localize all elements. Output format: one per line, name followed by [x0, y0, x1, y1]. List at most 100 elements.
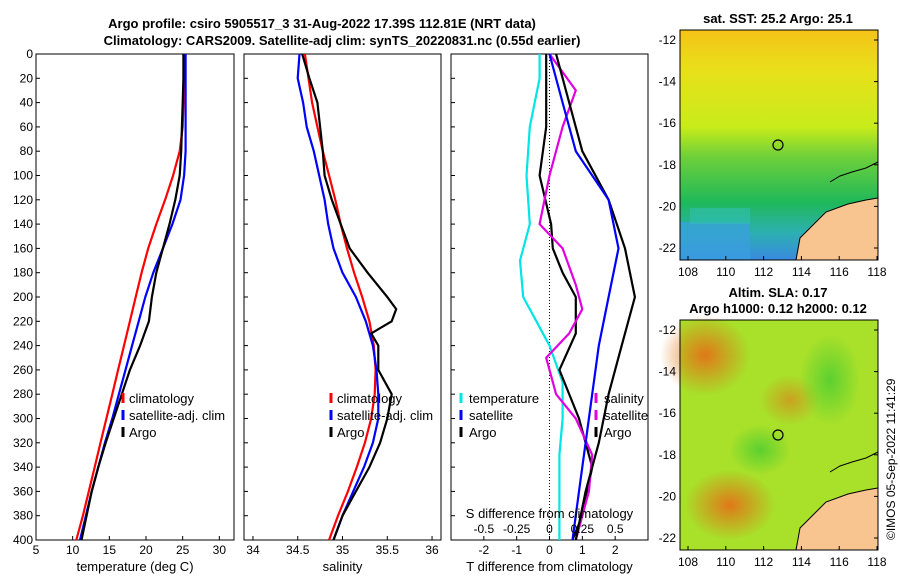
- panel-2-xtick-label: 1: [579, 543, 586, 557]
- map-lon-label: 112: [754, 555, 773, 569]
- sla-map-green-blob-1: [800, 335, 860, 425]
- series-climatology: [303, 53, 377, 541]
- series-salinity-argo: [555, 53, 637, 541]
- depth-tick-label: 320: [13, 436, 33, 450]
- secondary-xtick-label: 0: [546, 522, 553, 536]
- map-lat-label: -12: [659, 323, 677, 337]
- map-lon-label: 118: [867, 555, 886, 569]
- depth-tick-label: 240: [13, 339, 33, 353]
- depth-tick-label: 380: [13, 509, 33, 523]
- panel-2-xtick-label: -2: [478, 543, 489, 557]
- panel-1-xtick-label: 36: [425, 543, 439, 557]
- map-lon-label: 114: [792, 265, 811, 279]
- legend-label: satellite: [604, 408, 648, 423]
- panel-0-xtick-label: 15: [103, 543, 117, 557]
- depth-tick-label: 260: [13, 363, 33, 377]
- depth-tick-label: 120: [13, 193, 33, 207]
- legend-label: temperature: [469, 391, 539, 406]
- sst-map-coastline: [829, 161, 879, 183]
- legend-label: climatology: [129, 391, 195, 406]
- temperature-profile-panel: 5 10 15 20 25 3002040608010012014016018020022…: [13, 47, 235, 574]
- legend-label: Argo: [129, 425, 156, 440]
- map-lon-label: 110: [716, 265, 735, 279]
- panel-1-xtick-label: 35.5: [376, 543, 400, 557]
- panel-2-xtick-label: -1: [511, 543, 522, 557]
- legend-label: Argo: [469, 425, 496, 440]
- map-lat-label: -18: [659, 158, 677, 172]
- depth-tick-label: 400: [13, 533, 33, 547]
- series-argo: [80, 54, 185, 541]
- sst-map-panel: sat. SST: 25.2 Argo: 25.1 108 110 112 114 11…: [659, 11, 887, 279]
- sla-map-orange-blob-2: [685, 470, 775, 540]
- series-argo: [301, 53, 398, 541]
- sst-map-cyan-patch: [690, 208, 750, 224]
- secondary-xtick-label: 0.5: [607, 522, 624, 536]
- depth-tick-label: 160: [13, 241, 33, 255]
- depth-tick-label: 280: [13, 387, 33, 401]
- panel-0-xtick-label: 25: [176, 543, 190, 557]
- legend-label: climatology: [337, 391, 403, 406]
- header-line-2: Climatology: CARS2009. Satellite-adj cli…: [104, 33, 581, 48]
- map-lon-label: 116: [830, 555, 849, 569]
- sst-map-title: sat. SST: 25.2 Argo: 25.1: [703, 11, 853, 26]
- secondary-xtick-label: -0.5: [473, 522, 494, 536]
- depth-tick-label: 20: [20, 71, 34, 85]
- header-line-1: Argo profile: csiro 5905517_3 31-Aug-202…: [108, 16, 536, 31]
- panel-2-xtick-label: 0: [546, 543, 553, 557]
- sla-map-coastline: [829, 451, 879, 473]
- map-lat-label: -18: [659, 448, 677, 462]
- sla-map-frame: [679, 319, 879, 551]
- difference-profile-panel: -2 -1 0 1 2 T difference from climatology temp…: [450, 53, 649, 574]
- series-satellite-adj-clim: [296, 53, 380, 541]
- map-lon-label: 108: [678, 555, 698, 569]
- panel-1-xtick-label: 34: [246, 543, 260, 557]
- depth-tick-label: 0: [26, 47, 33, 61]
- map-lat-label: -12: [659, 33, 677, 47]
- series-salinity-satellite: [538, 53, 594, 541]
- depth-tick-label: 300: [13, 412, 33, 426]
- salinity-profile-panel: 34 34.5 35 35.5 36 salinity climatology satelli…: [243, 53, 442, 574]
- map-lat-label: -22: [659, 241, 677, 255]
- map-lat-label: -22: [659, 531, 677, 545]
- sst-map-frame: [679, 29, 879, 261]
- map-lon-label: 108: [678, 265, 698, 279]
- depth-tick-label: 80: [20, 144, 34, 158]
- depth-tick-label: 180: [13, 266, 33, 280]
- secondary-xlabel: S difference from climatology: [466, 506, 634, 521]
- secondary-xtick-label: -0.25: [503, 522, 531, 536]
- panel-0-xtick-label: 30: [213, 543, 227, 557]
- depth-tick-label: 200: [13, 290, 33, 304]
- depth-tick-label: 60: [20, 120, 34, 134]
- panel-0-xlabel: temperature (deg C): [76, 559, 193, 574]
- legend-label: satellite-adj. clim: [337, 408, 433, 423]
- map-lat-label: -14: [659, 365, 677, 379]
- sst-map-blue-patch: [680, 222, 750, 260]
- depth-tick-label: 40: [20, 96, 34, 110]
- map-lon-label: 116: [830, 265, 849, 279]
- sla-map-green-blob-2: [730, 425, 790, 475]
- legend-label: satellite-adj. clim: [129, 408, 225, 423]
- map-lat-label: -20: [659, 199, 677, 213]
- map-lon-label: 112: [754, 265, 773, 279]
- depth-tick-label: 100: [13, 169, 33, 183]
- map-lon-label: 118: [867, 265, 886, 279]
- panel-1-xtick-label: 35: [336, 543, 350, 557]
- panel-0-xtick-label: 20: [139, 543, 153, 557]
- series-salinity-clim-adj: [548, 53, 620, 541]
- depth-tick-label: 340: [13, 460, 33, 474]
- sla-map-argo-marker: [772, 429, 784, 441]
- secondary-xtick-label: 0.25: [571, 522, 595, 536]
- series-temperature-satellite: [518, 54, 564, 540]
- depth-tick-label: 140: [13, 217, 33, 231]
- map-lat-label: -16: [659, 406, 677, 420]
- legend-label: satellite: [469, 408, 513, 423]
- sla-map-title-2: Argo h1000: 0.12 h2000: 0.12: [689, 301, 867, 316]
- panel-1-xtick-label: 34.5: [286, 543, 310, 557]
- panel-2-xlabel: T difference from climatology: [466, 559, 633, 574]
- panel-0-xtick-label: 10: [66, 543, 80, 557]
- legend-label: salinity: [604, 391, 644, 406]
- depth-tick-label: 360: [13, 484, 33, 498]
- map-lat-label: -16: [659, 116, 677, 130]
- panel-0-xtick-label: 5: [33, 543, 40, 557]
